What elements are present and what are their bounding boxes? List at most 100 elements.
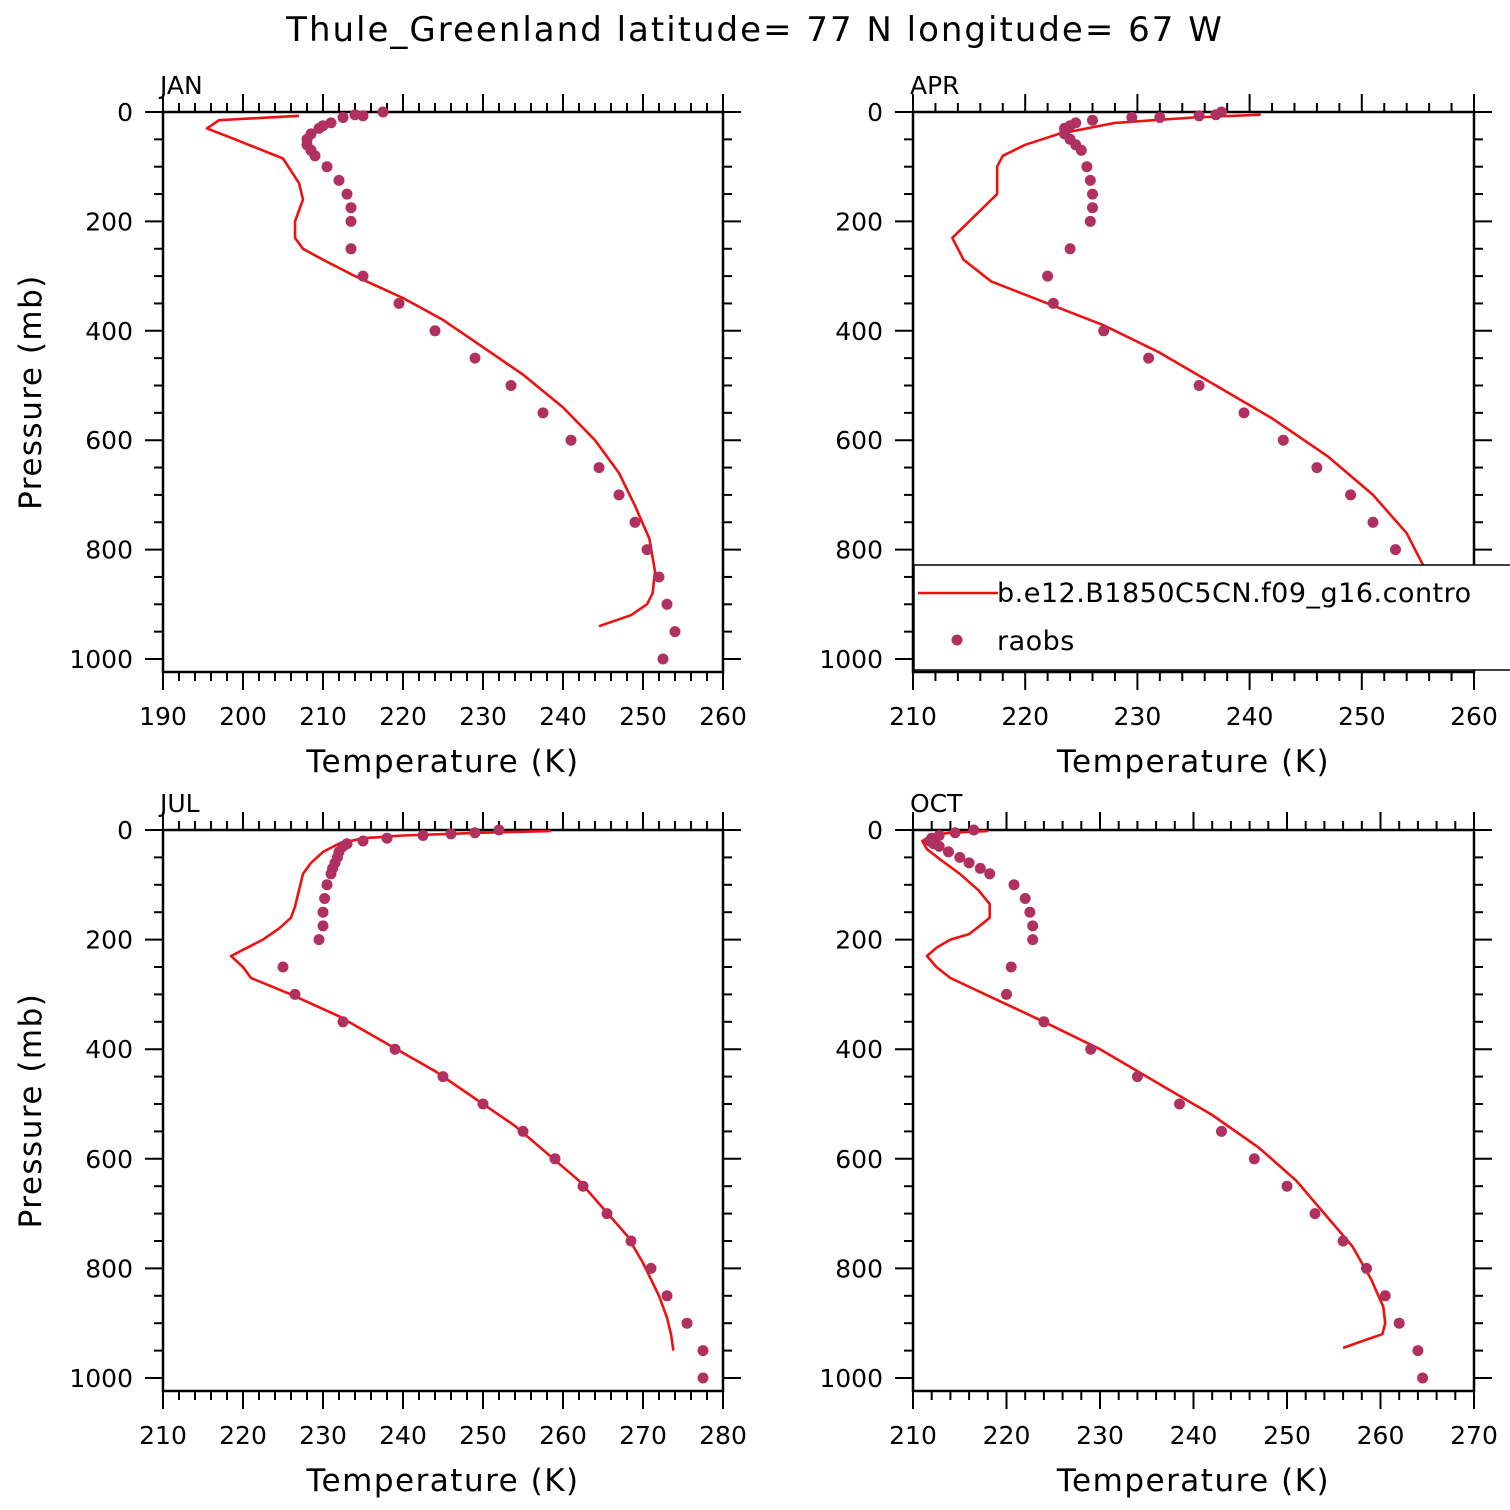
raobs-point xyxy=(277,961,289,973)
raobs-point xyxy=(1311,462,1323,474)
y-tick-label: 800 xyxy=(835,536,883,565)
y-tick-label: 1000 xyxy=(69,1364,133,1393)
raobs-point xyxy=(1087,202,1098,214)
y-tick-label: 1000 xyxy=(819,645,883,674)
raobs-point xyxy=(1345,489,1357,501)
raobs-point xyxy=(1005,961,1017,973)
raobs-point xyxy=(357,270,369,282)
x-tick-label: 250 xyxy=(1263,1421,1311,1450)
x-tick-label: 250 xyxy=(619,702,667,731)
raobs-point xyxy=(1143,352,1155,364)
y-tick-label: 1000 xyxy=(69,645,133,674)
raobs-point xyxy=(1087,114,1098,126)
raobs-point xyxy=(1098,325,1110,337)
x-tick-label: 210 xyxy=(889,702,937,731)
y-tick-label: 1000 xyxy=(819,1364,883,1393)
raobs-point xyxy=(1193,110,1205,122)
panel-label: JAN xyxy=(158,71,203,100)
raobs-point xyxy=(697,1345,709,1357)
raobs-point xyxy=(625,1235,637,1247)
raobs-point xyxy=(1210,109,1222,121)
raobs-point xyxy=(1248,1153,1260,1165)
raobs-point xyxy=(437,1071,449,1083)
raobs-point xyxy=(549,1153,561,1165)
raobs-point xyxy=(313,122,325,134)
raobs-point xyxy=(1019,893,1031,904)
raobs-point xyxy=(1087,188,1098,200)
raobs-point xyxy=(968,824,980,836)
raobs-point xyxy=(577,1180,589,1192)
raobs-point xyxy=(357,835,369,847)
raobs-point xyxy=(429,325,441,337)
raobs-point xyxy=(321,879,333,891)
raobs-point xyxy=(1277,434,1289,446)
x-tick-label: 270 xyxy=(619,1421,667,1450)
raobs-point xyxy=(1379,1290,1391,1302)
raobs-point xyxy=(517,1125,529,1137)
plot-frame xyxy=(911,828,1476,1393)
x-tick-label: 220 xyxy=(983,1421,1031,1450)
y-tick-label: 400 xyxy=(85,1035,133,1064)
legend-box xyxy=(913,564,1510,671)
x-tick-label: 210 xyxy=(139,1421,187,1450)
x-tick-label: 240 xyxy=(1170,1421,1218,1450)
y-tick-label: 0 xyxy=(867,98,883,127)
y-tick-label: 400 xyxy=(835,1035,883,1064)
x-tick-label: 210 xyxy=(299,702,347,731)
raobs-point xyxy=(1393,1317,1405,1329)
panel-label: APR xyxy=(910,71,960,100)
raobs-point xyxy=(641,544,653,556)
x-tick-label: 220 xyxy=(219,1421,267,1450)
y-tick-label: 600 xyxy=(85,426,133,455)
raobs-point xyxy=(417,830,429,841)
raobs-point xyxy=(1193,380,1205,391)
raobs-point xyxy=(337,112,349,123)
raobs-point xyxy=(1027,920,1039,932)
raobs-point xyxy=(681,1317,693,1329)
raobs-point xyxy=(629,516,641,528)
raobs-point xyxy=(645,1262,657,1274)
y-axis-label: Pressure (mb) xyxy=(13,993,49,1229)
raobs-point xyxy=(657,653,669,665)
x-tick-label: 230 xyxy=(1114,702,1162,731)
y-tick-label: 800 xyxy=(835,1254,883,1283)
x-tick-label: 240 xyxy=(379,1421,427,1450)
raobs-point xyxy=(1064,243,1076,255)
raobs-point xyxy=(974,862,986,874)
model-line xyxy=(951,113,1431,633)
x-tick-label: 260 xyxy=(539,1421,587,1450)
raobs-point xyxy=(445,828,457,840)
legend-obs-label: raobs xyxy=(997,626,1075,657)
raobs-point xyxy=(1390,544,1401,556)
x-tick-label: 190 xyxy=(139,702,187,731)
raobs-point xyxy=(669,626,681,638)
raobs-point xyxy=(1412,1345,1424,1357)
x-tick-label: 220 xyxy=(379,702,427,731)
raobs-point xyxy=(1216,1125,1227,1137)
raobs-point xyxy=(1281,1180,1293,1192)
x-axis-label: Temperature (K) xyxy=(1056,744,1330,780)
panel-label: OCT xyxy=(910,789,963,818)
panel-label: JUL xyxy=(158,789,200,818)
raobs-point xyxy=(357,110,369,122)
raobs-point xyxy=(309,150,321,162)
raobs-point xyxy=(319,893,331,904)
x-tick-label: 250 xyxy=(459,1421,507,1450)
raobs-point xyxy=(1024,906,1036,918)
raobs-point xyxy=(469,352,481,364)
raobs-point xyxy=(505,380,517,391)
legend-model-label: b.e12.B1850C5CN.f09_g16.contro xyxy=(997,578,1472,609)
y-tick-label: 800 xyxy=(85,536,133,565)
model-line xyxy=(921,829,1387,1350)
raobs-point xyxy=(1367,516,1379,528)
raobs-point xyxy=(1001,988,1012,1000)
raobs-point xyxy=(349,109,361,121)
plot-frame xyxy=(161,828,725,1393)
raobs-point xyxy=(984,868,996,880)
raobs-point xyxy=(661,1290,673,1302)
raobs-point xyxy=(389,1043,401,1055)
raobs-point xyxy=(345,215,357,227)
